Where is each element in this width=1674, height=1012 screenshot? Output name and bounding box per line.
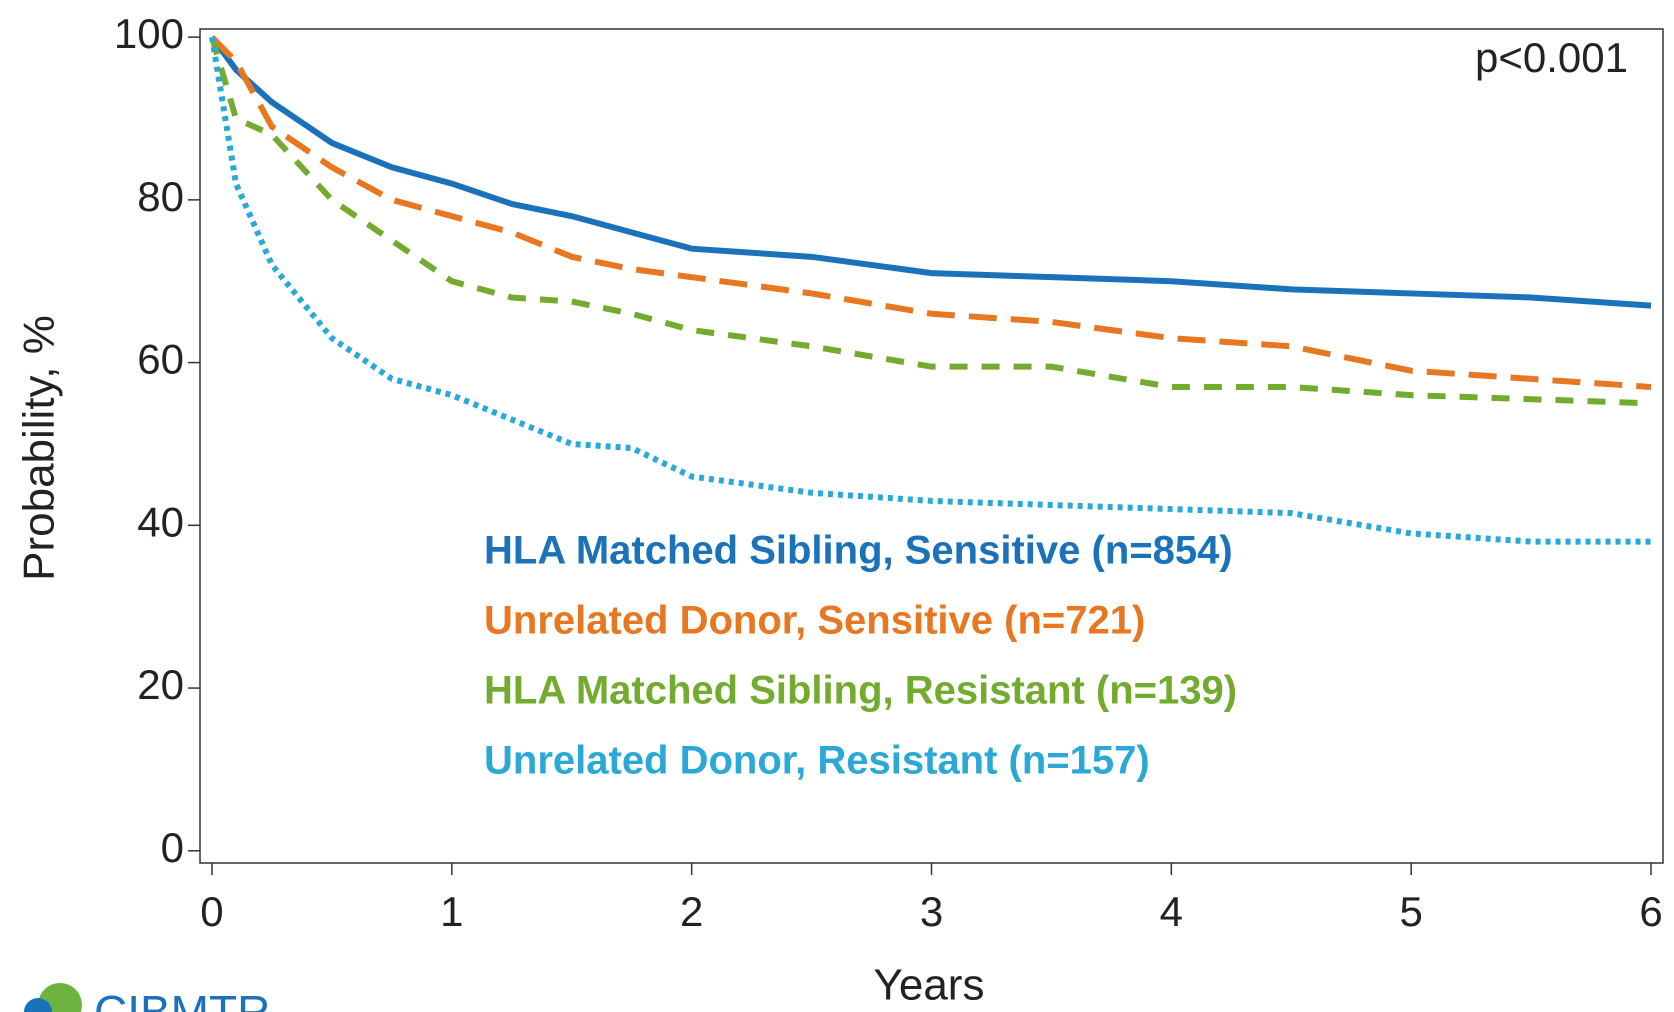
p-value: p<0.001 — [1475, 34, 1628, 81]
y-tick-label: 100 — [114, 10, 184, 57]
legend-entry: HLA Matched Sibling, Sensitive (n=854) — [484, 529, 1233, 573]
y-tick-label: 60 — [137, 336, 184, 383]
x-tick-label: 2 — [680, 888, 703, 935]
legend-entry: HLA Matched Sibling, Resistant (n=139) — [484, 669, 1237, 713]
x-axis-label: Years — [874, 961, 985, 1010]
legend-entry: Unrelated Donor, Sensitive (n=721) — [484, 599, 1145, 643]
legend-entry: Unrelated Donor, Resistant (n=157) — [484, 739, 1150, 783]
survival-curve — [209, 36, 1652, 545]
y-axis-label: Probability, % — [15, 315, 64, 581]
y-tick-label: 40 — [137, 498, 184, 545]
survival-curve — [209, 35, 1652, 391]
x-tick-label: 0 — [200, 888, 223, 935]
survival-curve — [209, 36, 1652, 407]
logo-text: CIBMTR — [94, 986, 270, 1012]
x-tick-label: 4 — [1160, 888, 1183, 935]
y-tick-label: 0 — [161, 824, 184, 871]
y-tick-label: 80 — [137, 173, 184, 220]
logo-mark — [24, 998, 52, 1012]
x-tick-label: 6 — [1639, 888, 1662, 935]
y-tick-label: 20 — [137, 661, 184, 708]
survival-curve — [209, 35, 1652, 309]
x-tick-label: 3 — [920, 888, 943, 935]
x-tick-label: 5 — [1399, 888, 1422, 935]
x-tick-label: 1 — [440, 888, 463, 935]
